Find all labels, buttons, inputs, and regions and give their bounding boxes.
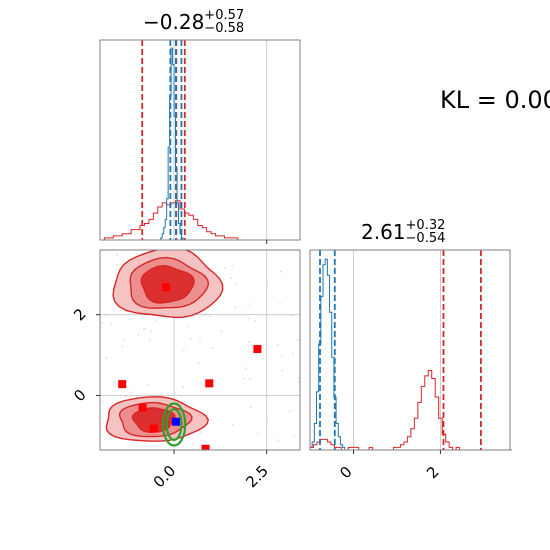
bl-faint-point-52 — [187, 325, 190, 327]
br-x-tick-label-0: 0 — [336, 463, 355, 482]
bl-faint-point-5 — [147, 384, 149, 386]
bl-faint-point-81 — [105, 357, 108, 359]
bl-faint-point-26 — [249, 378, 251, 380]
bl-faint-point-1 — [148, 338, 151, 341]
bl-faint-point-79 — [144, 328, 147, 330]
bl-faint-point-28 — [143, 328, 145, 331]
bl-faint-point-58 — [257, 432, 259, 435]
bl-red-marker-2 — [149, 424, 158, 433]
kl-annotation: KL = 0.00 — [440, 86, 550, 114]
bl-x-tick-label-1: 2.5 — [242, 462, 272, 492]
bl-green-contour-0 — [161, 402, 187, 447]
br-frame — [309, 249, 511, 451]
bl-faint-point-9 — [137, 333, 140, 336]
panel-bottom-left: 0.0 2.5 0 2 — [70, 249, 301, 492]
bl-faint-point-65 — [298, 381, 300, 384]
bl-red-marker-3 — [161, 283, 170, 292]
bl-faint-point-68 — [291, 352, 294, 355]
bl-faint-point-46 — [101, 401, 104, 403]
bl-red-marker-5 — [253, 344, 262, 353]
bl-faint-point-30 — [101, 321, 103, 324]
bl-faint-point-64 — [110, 323, 112, 326]
bl-faint-point-25 — [293, 435, 296, 437]
bl-faint-point-37 — [266, 283, 268, 286]
bl-faint-point-20 — [291, 314, 293, 317]
top-hist-red — [100, 200, 300, 241]
title-2-plus: +0.32 — [405, 218, 446, 233]
bl-faint-point-80 — [125, 395, 127, 398]
bl-faint-point-59 — [297, 377, 300, 379]
bl-faint-point-4 — [231, 265, 233, 267]
bl-faint-point-11 — [297, 339, 299, 341]
bl-faint-point-10 — [234, 306, 236, 308]
bl-faint-point-47 — [247, 317, 250, 320]
bl-faint-point-88 — [155, 320, 157, 323]
top-hist-blue — [160, 47, 184, 240]
br-x-tick-label-1: 2 — [423, 463, 442, 482]
panel-top-left — [99, 39, 301, 244]
bl-faint-point-71 — [281, 369, 284, 372]
bl-faint-point-78 — [280, 270, 282, 273]
panel-title-1: −0.28 +0.57 −0.58 — [143, 8, 245, 36]
bl-red-marker-6 — [201, 444, 210, 450]
bl-red-marker-4 — [205, 379, 214, 388]
bl-faint-point-75 — [150, 330, 152, 332]
bl-plot-area — [100, 250, 300, 450]
top-frame — [99, 39, 301, 241]
bl-faint-point-35 — [130, 391, 133, 393]
bl-faint-point-67 — [205, 312, 208, 315]
bl-faint-point-44 — [224, 267, 227, 269]
bl-faint-point-39 — [266, 418, 268, 421]
bl-faint-point-12 — [209, 316, 211, 318]
title-1-minus: −0.58 — [204, 21, 245, 36]
bl-red-marker-0 — [118, 380, 127, 389]
bl-faint-point-56 — [191, 443, 194, 445]
bl-faint-point-48 — [243, 377, 245, 380]
bl-blue-marker — [171, 417, 180, 426]
bl-faint-point-21 — [199, 337, 201, 340]
bl-faint-point-85 — [289, 410, 291, 413]
bl-faint-point-38 — [116, 254, 118, 256]
bl-faint-point-50 — [116, 263, 119, 266]
bl-faint-point-53 — [281, 355, 283, 358]
bl-faint-point-57 — [183, 349, 185, 352]
bl-faint-point-36 — [232, 423, 234, 426]
bl-faint-point-27 — [104, 314, 107, 317]
bl-faint-point-29 — [247, 303, 249, 305]
bl-faint-point-34 — [279, 302, 281, 305]
bl-faint-point-62 — [250, 406, 252, 408]
bl-faint-point-72 — [266, 285, 268, 288]
bl-faint-point-7 — [110, 437, 112, 440]
bl-x-tick-label-0: 0.0 — [150, 462, 180, 492]
bl-faint-point-17 — [230, 277, 233, 279]
br-hist-blue — [309, 258, 346, 450]
bl-faint-point-0 — [198, 362, 200, 364]
bl-faint-point-6 — [212, 347, 214, 349]
title-2-minus: −0.54 — [405, 231, 446, 246]
bl-faint-point-8 — [124, 338, 126, 341]
bl-faint-point-55 — [199, 431, 202, 433]
bl-faint-point-45 — [121, 345, 124, 348]
bl-y-tick-label-1: 2 — [70, 305, 89, 324]
bl-faint-point-16 — [220, 330, 223, 332]
bl-faint-point-84 — [277, 439, 279, 442]
bl-faint-point-13 — [254, 320, 257, 322]
bl-frame — [99, 249, 301, 451]
title-1-median: −0.28 — [143, 10, 205, 34]
bl-green-contour-1 — [165, 408, 183, 441]
bl-red-marker-1 — [138, 403, 147, 412]
bl-faint-point-87 — [244, 367, 247, 370]
title-2-median: 2.61 — [361, 220, 406, 244]
title-1-plus: +0.57 — [204, 8, 245, 23]
bl-faint-point-15 — [276, 344, 279, 346]
bl-faint-point-66 — [235, 283, 237, 286]
bl-faint-point-19 — [182, 386, 184, 388]
bl-y-tick-label-0: 0 — [70, 386, 89, 405]
bl-faint-point-77 — [248, 341, 250, 343]
panel-title-2: 2.61 +0.32 −0.54 — [361, 218, 446, 246]
bl-faint-point-22 — [190, 337, 192, 340]
